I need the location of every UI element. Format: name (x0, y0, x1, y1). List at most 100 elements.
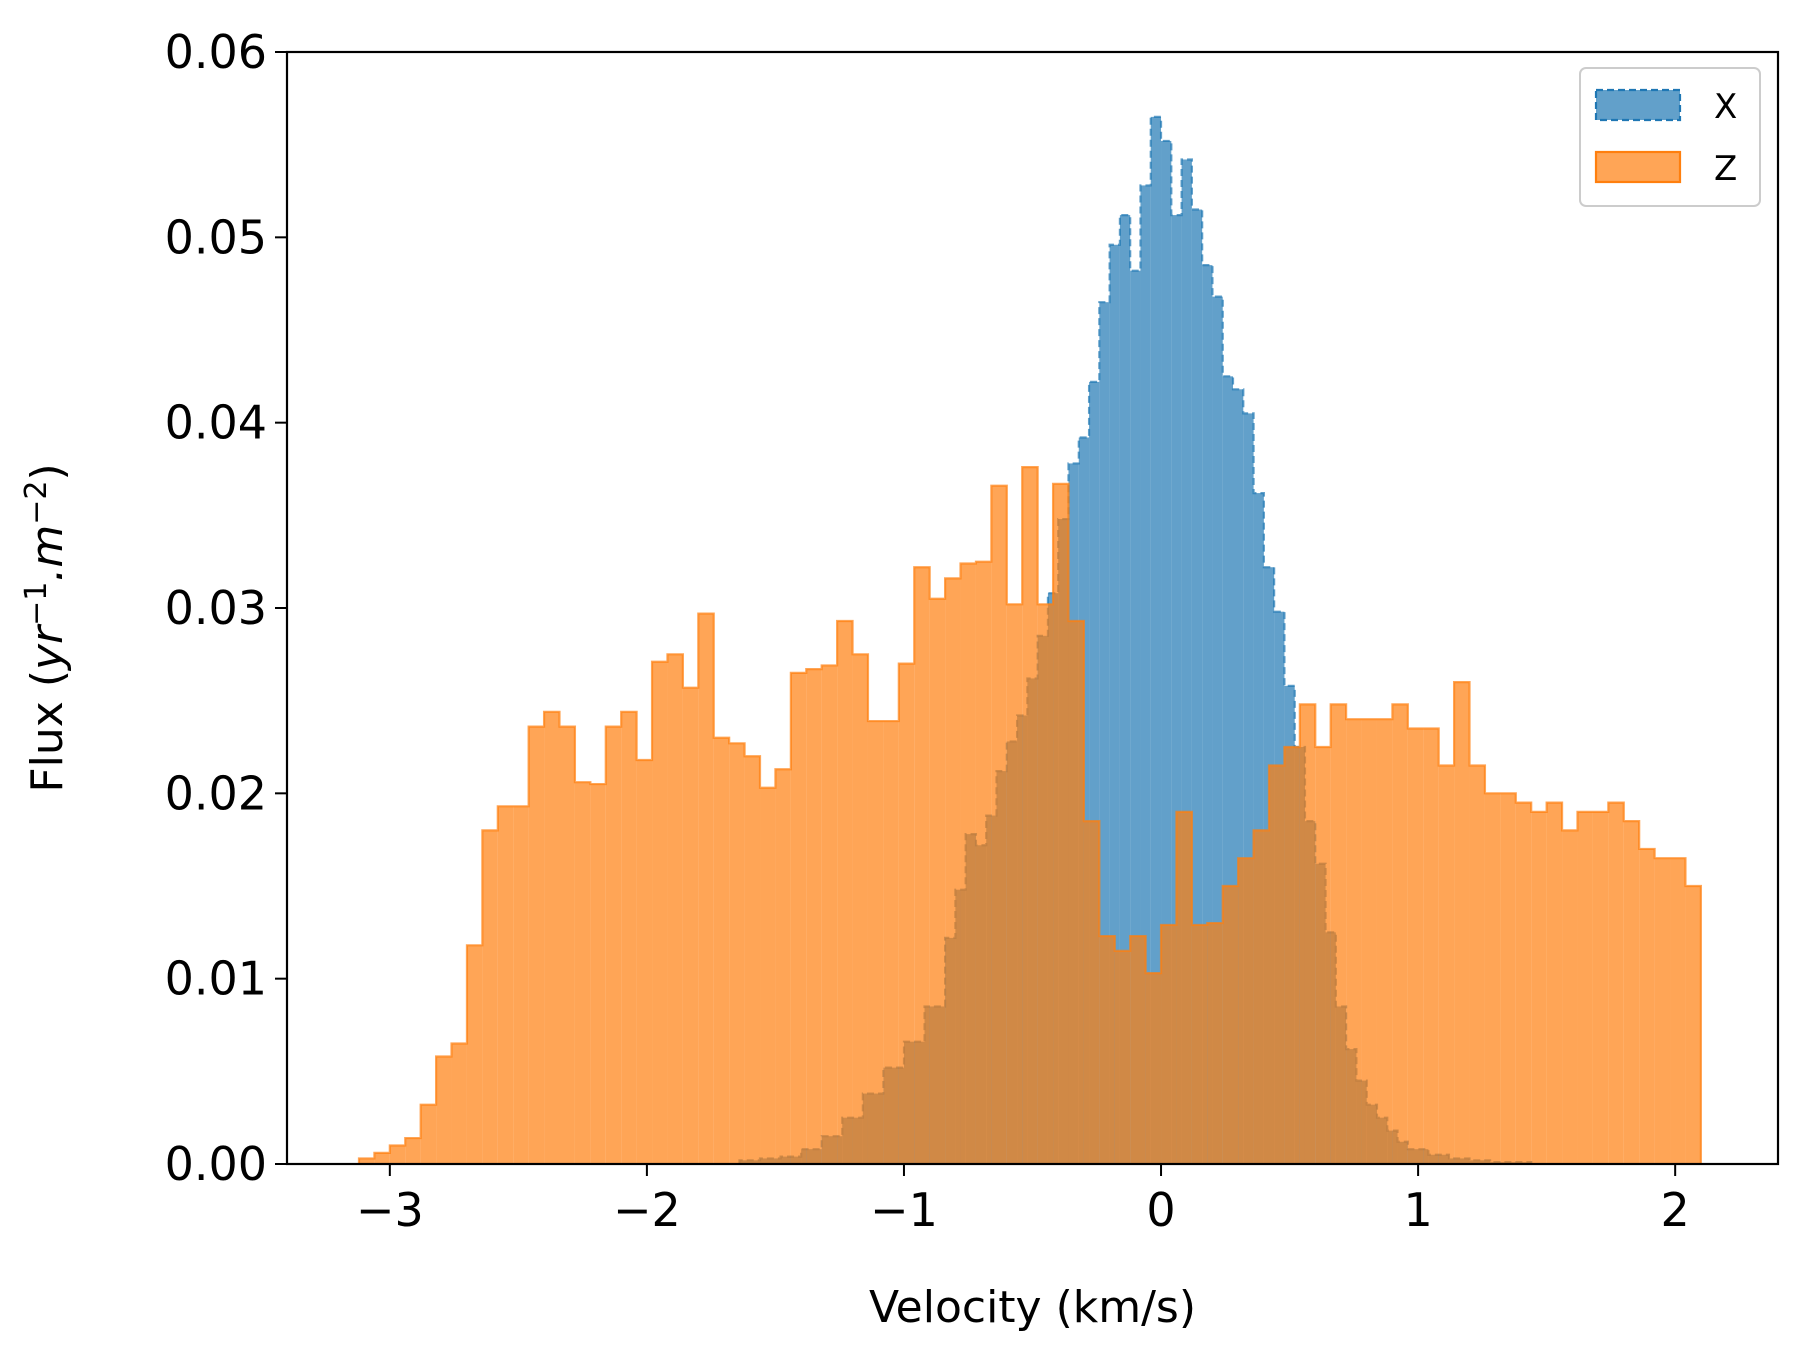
y-tick-label: 0.04 (165, 396, 267, 450)
series-z-bar (1315, 747, 1331, 1164)
y-tick-label: 0.05 (165, 210, 267, 264)
series-z-bar (682, 687, 699, 1164)
series-z-outline (357, 466, 1702, 1164)
series-x-bar (1119, 215, 1131, 1164)
series-z-bar (1484, 793, 1501, 1164)
series-z-bar (1145, 973, 1162, 1164)
series-z-bar (1423, 728, 1439, 1164)
y-axis-label-part: −1 (19, 582, 54, 626)
series-z-bar (929, 598, 946, 1164)
series-z-bar (1608, 802, 1624, 1164)
x-tick-label: 0 (1146, 1183, 1175, 1237)
series-z-bar (358, 1158, 375, 1164)
x-tick-label: −3 (356, 1183, 424, 1237)
series-z-bar (1469, 765, 1485, 1164)
x-tick-label: −2 (613, 1183, 681, 1237)
series-z-bar (574, 782, 591, 1164)
series-z-bar (1670, 858, 1686, 1164)
series-x-bar (1099, 302, 1110, 1164)
series-z-bar (420, 1104, 437, 1164)
series-x-bar (1161, 140, 1172, 1164)
series-z-bar (1639, 848, 1655, 1164)
series-z-bar (1022, 467, 1038, 1164)
series-x-bar (1222, 376, 1234, 1164)
series-x-bar (1130, 270, 1141, 1164)
series-z-bar (867, 721, 884, 1164)
series-z-bar (1685, 886, 1701, 1164)
series-z-bar (760, 787, 776, 1164)
series-z-bar (914, 567, 930, 1164)
series-z-bar (883, 721, 899, 1164)
series-x-bar (1212, 296, 1223, 1164)
series-z-bar (991, 485, 1007, 1164)
series-x-bar (1109, 244, 1120, 1164)
series-z-bar (1161, 924, 1177, 1164)
series-x-bar (1233, 389, 1244, 1164)
series-z-bar (652, 661, 668, 1164)
series-z-bar (497, 806, 514, 1164)
series-z-bar (1531, 811, 1547, 1164)
series-z-bar (1284, 747, 1300, 1164)
y-tick-label: 0.01 (165, 952, 267, 1006)
series-z-bar (960, 563, 976, 1164)
series-z-bar (1037, 604, 1054, 1164)
series-z-bar (590, 784, 606, 1164)
y-axis-label-part: .m (22, 525, 73, 582)
series-z-bar (1592, 811, 1609, 1164)
series-z-bar (852, 654, 868, 1164)
series-z (357, 466, 1702, 1164)
series-z-bar (1130, 936, 1146, 1164)
series-z-bar (1176, 811, 1192, 1164)
x-axis-ticks: −3 −2 −1 0 1 2 (356, 1164, 1690, 1237)
series-z-bar (1006, 604, 1023, 1164)
series-z-bar (1222, 886, 1239, 1164)
series-z-bar (451, 1043, 467, 1164)
series-z-bar (1053, 483, 1069, 1164)
series-z-bar (713, 737, 730, 1164)
legend: XZ (1579, 67, 1761, 207)
series-z-bar (1376, 719, 1393, 1164)
series-x-bar (1243, 413, 1254, 1164)
y-tick-label: 0.00 (165, 1137, 267, 1191)
series-x-bar (1181, 159, 1192, 1164)
series-z-bar (1191, 924, 1208, 1164)
series-z-bar (1577, 811, 1593, 1164)
series-z-bar (1068, 620, 1084, 1164)
series-z-bar (1269, 765, 1285, 1164)
series-z-bar (466, 945, 483, 1164)
series-x-bar (1191, 209, 1203, 1164)
series-z-bar (513, 806, 529, 1164)
series-z-bar (806, 669, 822, 1164)
series-z-bar (837, 620, 853, 1164)
series-z-bar (1083, 821, 1100, 1164)
y-axis-ticks: 0.00 0.01 0.02 0.03 0.04 0.05 0.06 (165, 25, 287, 1191)
series-z-bar (1515, 802, 1532, 1164)
series-z-bar (1654, 858, 1671, 1164)
y-axis-label-part: −2 (19, 481, 54, 525)
series-z-bar (1392, 704, 1408, 1164)
x-tick-label: −1 (870, 1183, 938, 1237)
y-tick-label: 0.03 (165, 581, 267, 635)
y-axis-label-part: ) (22, 463, 73, 480)
series-z-bar (1407, 728, 1424, 1164)
series-z-bar (482, 830, 498, 1164)
series-z-bar (975, 561, 992, 1164)
series-z-bar (559, 726, 575, 1164)
series-x-bar (1150, 116, 1162, 1164)
series-x-bar (1171, 215, 1182, 1164)
series-z-bar (898, 663, 915, 1164)
series-x-bar (1202, 265, 1213, 1164)
series-x-bar (1140, 185, 1151, 1164)
series-z-bar (1546, 802, 1563, 1164)
legend-swatch-x (1594, 88, 1682, 122)
series-z-bar (1330, 704, 1347, 1164)
series-z-bar (636, 759, 653, 1164)
series-z-bar (1361, 719, 1377, 1164)
series-z-bar (729, 743, 745, 1164)
series-z-bar (621, 711, 637, 1164)
series-z-bar (790, 672, 807, 1164)
series-z-bar (1562, 830, 1578, 1164)
series-z-bar (698, 613, 714, 1164)
series-z-bar (1099, 936, 1115, 1164)
